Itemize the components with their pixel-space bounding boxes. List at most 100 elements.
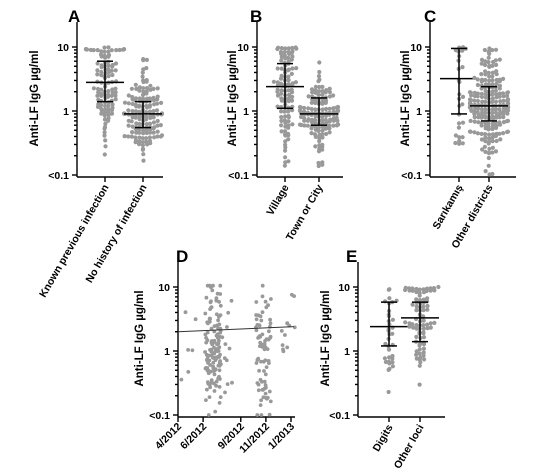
- data-point: [421, 335, 427, 340]
- data-point: [293, 45, 298, 50]
- data-point: [214, 333, 219, 338]
- data-point: [425, 303, 430, 309]
- data-point: [467, 90, 473, 95]
- data-point: [436, 284, 441, 290]
- data-point: [501, 131, 506, 136]
- data-point: [431, 286, 437, 291]
- data-point: [317, 84, 322, 90]
- data-point: [285, 345, 290, 350]
- data-point: [209, 305, 214, 310]
- data-point: [468, 118, 473, 123]
- data-point: [217, 401, 222, 405]
- data-point: [428, 325, 433, 330]
- panel-letter-d: D: [176, 247, 188, 266]
- data-point: [183, 310, 188, 315]
- data-point: [328, 117, 333, 122]
- data-point: [220, 335, 225, 340]
- data-point: [140, 92, 146, 98]
- data-point: [278, 49, 284, 55]
- data-point: [493, 110, 499, 115]
- data-point: [129, 86, 134, 91]
- data-point: [129, 134, 134, 139]
- data-point: [317, 60, 322, 65]
- data-point: [283, 142, 288, 147]
- data-point: [327, 90, 332, 95]
- data-point: [493, 47, 499, 52]
- data-point: [403, 320, 408, 325]
- data-point: [279, 96, 284, 101]
- y-tick-label: <0.1: [401, 170, 422, 182]
- data-point: [263, 383, 268, 387]
- data-point: [109, 48, 114, 53]
- data-point: [387, 296, 392, 301]
- data-point: [134, 121, 139, 126]
- data-point: [483, 72, 488, 77]
- data-point: [476, 120, 481, 125]
- data-point: [390, 317, 395, 322]
- data-point: [144, 103, 149, 109]
- data-point: [133, 82, 138, 87]
- data-point: [218, 359, 223, 363]
- y-axis-label: Anti-LF IgG µg/ml: [134, 290, 146, 386]
- data-point: [317, 146, 322, 151]
- data-point: [320, 89, 325, 94]
- data-point: [283, 129, 288, 134]
- data-point: [407, 286, 412, 291]
- data-point: [204, 336, 209, 340]
- data-point: [208, 316, 213, 321]
- data-point: [417, 351, 422, 356]
- data-point: [212, 338, 217, 343]
- data-point: [102, 117, 107, 122]
- data-point: [258, 340, 263, 345]
- data-point: [414, 326, 419, 331]
- data-point: [320, 118, 325, 123]
- data-point: [113, 93, 118, 98]
- data-point: [264, 305, 269, 310]
- data-point: [497, 57, 502, 62]
- data-point: [497, 77, 502, 82]
- data-point: [106, 107, 111, 112]
- data-point: [476, 106, 481, 111]
- data-point: [218, 283, 223, 288]
- data-point: [472, 130, 477, 135]
- data-point: [486, 49, 491, 54]
- data-point: [193, 317, 198, 322]
- y-tick-label: 10: [57, 42, 69, 54]
- data-point: [141, 86, 146, 91]
- y-tick-label: <0.1: [329, 410, 350, 422]
- data-point: [279, 115, 284, 120]
- data-point: [414, 304, 419, 309]
- data-point: [96, 90, 101, 95]
- data-point: [113, 97, 118, 102]
- data-point: [286, 123, 291, 128]
- data-point: [140, 140, 145, 145]
- data-point: [269, 297, 273, 301]
- data-point: [225, 325, 229, 329]
- data-point: [317, 77, 322, 82]
- data-point: [417, 291, 422, 296]
- data-point: [208, 348, 212, 352]
- data-point: [331, 106, 336, 111]
- data-point: [110, 90, 115, 95]
- data-point: [261, 395, 266, 400]
- data-point: [130, 130, 135, 135]
- data-point: [501, 115, 506, 120]
- data-point: [472, 90, 477, 95]
- data-point: [486, 70, 491, 75]
- data-point: [486, 163, 491, 168]
- data-point: [490, 99, 495, 104]
- data-point: [158, 123, 163, 128]
- data-point: [290, 81, 295, 86]
- data-point: [258, 334, 263, 339]
- data-point: [456, 121, 462, 126]
- y-tick-label: 1: [63, 106, 69, 118]
- data-point: [130, 94, 135, 100]
- data-point: [137, 96, 142, 101]
- data-point: [216, 318, 221, 323]
- data-point: [305, 123, 310, 128]
- data-point: [490, 63, 495, 68]
- data-point: [286, 78, 291, 83]
- data-point: [279, 109, 284, 114]
